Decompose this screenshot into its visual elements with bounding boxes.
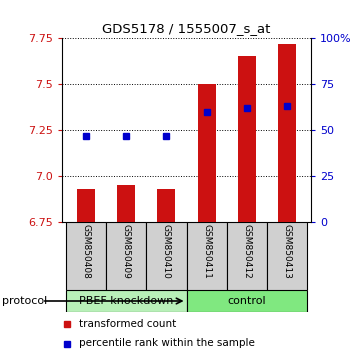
Text: GSM850412: GSM850412 [242, 224, 251, 279]
Text: GSM850413: GSM850413 [282, 224, 291, 279]
Bar [117, 185, 135, 222]
Text: control: control [227, 296, 266, 306]
Text: percentile rank within the sample: percentile rank within the sample [79, 338, 255, 348]
Bar [227, 222, 267, 290]
Text: GSM850408: GSM850408 [82, 224, 91, 279]
Bar [66, 222, 106, 290]
Title: GDS5178 / 1555007_s_at: GDS5178 / 1555007_s_at [102, 22, 271, 35]
Bar [278, 44, 296, 222]
Bar [157, 189, 175, 222]
Bar [187, 222, 227, 290]
Text: protocol: protocol [2, 296, 47, 306]
Text: GSM850410: GSM850410 [162, 224, 171, 279]
Bar [77, 189, 95, 222]
Text: transformed count: transformed count [79, 319, 177, 329]
Bar [146, 222, 187, 290]
Bar [267, 222, 307, 290]
Bar [66, 290, 187, 312]
Text: GSM850409: GSM850409 [122, 224, 131, 279]
Text: PBEF knockdown: PBEF knockdown [79, 296, 173, 306]
Bar [197, 84, 216, 222]
Bar [106, 222, 146, 290]
Text: GSM850411: GSM850411 [202, 224, 211, 279]
Bar [238, 56, 256, 222]
Bar [187, 290, 307, 312]
